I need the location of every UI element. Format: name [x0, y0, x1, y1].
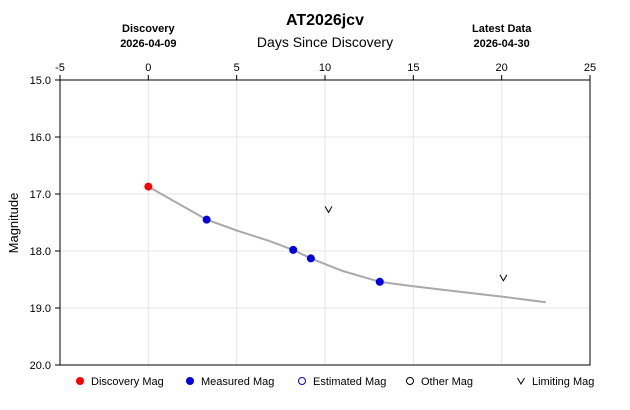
discovery-mag-legend-marker — [76, 377, 84, 385]
x-tick-label: 0 — [145, 62, 151, 74]
y-tick-label: 15.0 — [30, 75, 51, 87]
x-tick-label: 15 — [407, 62, 419, 74]
curve-layer — [147, 185, 546, 304]
y-tick-label: 17.0 — [30, 189, 51, 201]
y-axis-ticks: 15.0 16.0 17.0 18.0 19.0 20.0 — [30, 75, 60, 372]
discovery-mag-legend-label: Discovery Mag — [91, 376, 164, 388]
limiting-mag-legend-marker — [517, 377, 525, 385]
x-axis-label: Days Since Discovery — [257, 34, 393, 50]
measured-mag-legend-label: Measured Mag — [201, 376, 274, 388]
latest-data-date: 2026-04-30 — [474, 38, 530, 50]
chart-title: AT2026jcv — [286, 12, 364, 29]
x-tick-label: 10 — [319, 62, 331, 74]
measured-mag-point — [375, 277, 384, 286]
x-axis-ticks: -5 0 5 10 15 20 25 — [55, 62, 596, 80]
legend: Discovery Mag Measured Mag Estimated Mag Ot… — [76, 376, 594, 388]
y-tick-label: 18.0 — [30, 246, 51, 258]
estimated-mag-legend-marker — [298, 377, 306, 385]
model-curve — [147, 185, 546, 304]
latest-data-label: Latest Data — [472, 23, 532, 35]
y-tick-label: 20.0 — [30, 360, 51, 372]
points-layer — [144, 182, 508, 286]
y-tick-label: 16.0 — [30, 132, 51, 144]
discovery-date: 2026-04-09 — [120, 38, 176, 50]
measured-mag-point — [289, 245, 298, 254]
discovery-label: Discovery — [122, 23, 175, 35]
y-axis-label: Magnitude — [6, 193, 21, 254]
other-mag-legend-label: Other Mag — [421, 376, 473, 388]
x-tick-label: 25 — [584, 62, 596, 74]
measured-mag-point — [202, 215, 211, 224]
x-tick-label: 5 — [234, 62, 240, 74]
limiting-mag-marker — [499, 274, 508, 282]
x-tick-label: 20 — [496, 62, 508, 74]
limiting-mag-marker — [324, 206, 333, 214]
y-tick-label: 19.0 — [30, 303, 51, 315]
other-mag-legend-marker — [406, 377, 414, 385]
measured-mag-legend-marker — [186, 377, 194, 385]
grid-layer — [59, 79, 591, 366]
estimated-mag-legend-label: Estimated Mag — [313, 376, 386, 388]
x-tick-label: -5 — [55, 62, 65, 74]
discovery-mag-point — [144, 182, 153, 191]
limiting-mag-legend-label: Limiting Mag — [532, 376, 594, 388]
measured-mag-point — [306, 254, 315, 263]
